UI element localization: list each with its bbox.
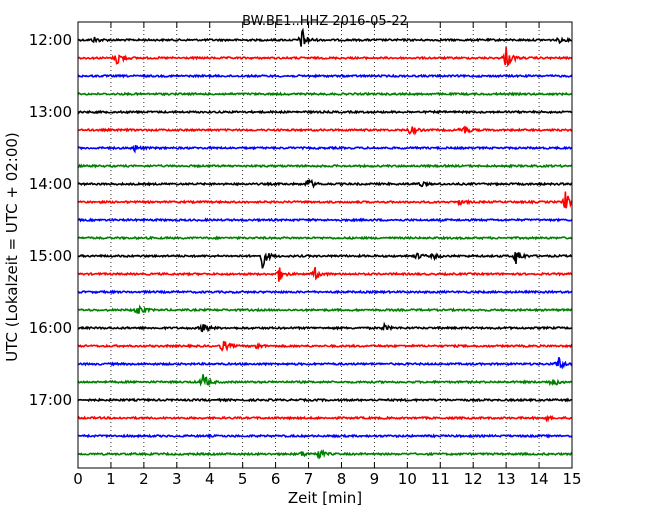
trace-1315 xyxy=(77,125,573,136)
trace-1630 xyxy=(77,357,573,370)
trace-1330 xyxy=(77,144,573,154)
plot-frame xyxy=(77,21,573,469)
x-axis: 0 1 2 3 4 5 6 7 8 9 10 11 12 13 14 15 xyxy=(73,22,582,488)
trace-1745 xyxy=(77,449,573,460)
trace-1230 xyxy=(77,73,573,79)
y-tick-label: 12:00 xyxy=(29,31,72,49)
trace-1445 xyxy=(77,235,573,241)
y-tick-label: 17:00 xyxy=(29,391,72,409)
x-tick-label: 3 xyxy=(172,470,182,488)
trace-1500 xyxy=(77,251,572,269)
trace-1545 xyxy=(77,304,573,314)
x-tick-label: 10 xyxy=(398,470,417,488)
trace-1645 xyxy=(77,374,573,387)
trace-1415 xyxy=(77,191,573,209)
trace-1245 xyxy=(77,91,573,97)
trace-1430 xyxy=(77,217,573,223)
y-tick-label: 14:00 xyxy=(29,175,72,193)
y-axis: 12:00 13:00 14:00 15:00 16:00 17:00 xyxy=(29,31,84,409)
x-tick-label: 13 xyxy=(497,470,516,488)
y-tick-label: 15:00 xyxy=(29,247,72,265)
trace-1515 xyxy=(77,267,573,282)
x-tick-label: 0 xyxy=(73,470,83,488)
x-tick-label: 4 xyxy=(205,470,215,488)
x-tick-label: 14 xyxy=(530,470,549,488)
x-tick-label: 11 xyxy=(431,470,450,488)
x-tick-label: 8 xyxy=(337,470,347,488)
trace-1530 xyxy=(77,289,573,295)
trace-1730 xyxy=(78,433,573,439)
trace-1615 xyxy=(77,341,573,352)
trace-layer xyxy=(77,27,573,460)
trace-1215 xyxy=(77,47,573,67)
x-tick-label: 12 xyxy=(464,470,483,488)
trace-1700 xyxy=(77,397,572,403)
x-tick-label: 2 xyxy=(139,470,149,488)
x-tick-label: 1 xyxy=(106,470,116,488)
trace-1400 xyxy=(77,178,573,189)
x-axis-label: Zeit [min] xyxy=(288,489,362,507)
trace-1300 xyxy=(77,109,573,115)
y-tick-label: 16:00 xyxy=(29,319,72,337)
x-tick-label: 7 xyxy=(304,470,314,488)
trace-1600 xyxy=(77,321,573,333)
grid-layer xyxy=(110,22,540,468)
y-tick-label: 13:00 xyxy=(29,103,72,121)
trace-1715 xyxy=(77,414,573,423)
y-axis-label: UTC (Lokalzeit = UTC + 02:00) xyxy=(3,132,21,362)
x-tick-label: 5 xyxy=(238,470,248,488)
x-tick-label: 15 xyxy=(562,470,581,488)
x-tick-label: 6 xyxy=(271,470,281,488)
trace-1200 xyxy=(77,27,573,47)
x-tick-label: 9 xyxy=(370,470,380,488)
trace-1345 xyxy=(77,163,573,169)
